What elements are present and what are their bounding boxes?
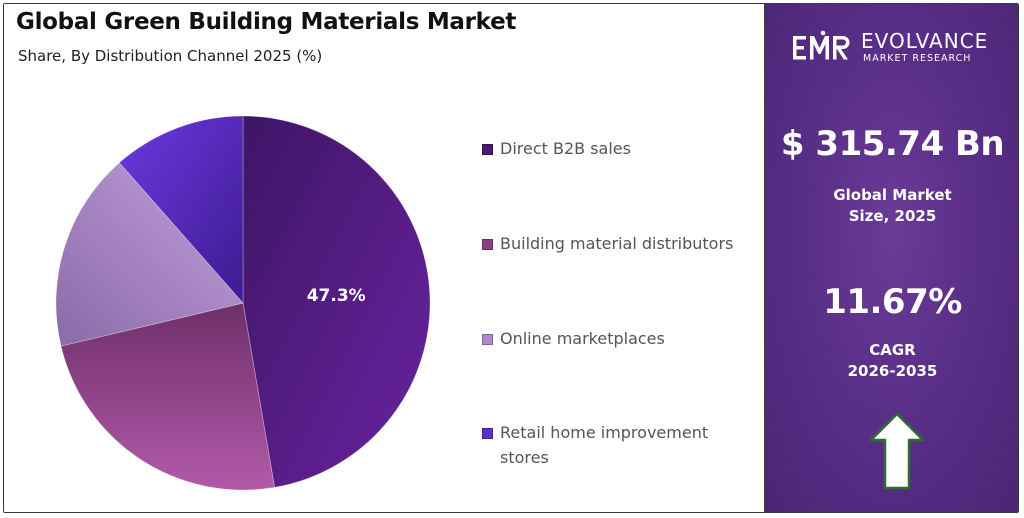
market-size-label-line1: Global Market [833, 186, 952, 204]
legend-swatch [482, 239, 493, 250]
legend-item-retail: Retail home improvement stores [482, 423, 735, 470]
legend-label: Direct B2B sales [500, 139, 631, 158]
pie-slice-direct-b2b [242, 115, 431, 488]
pie-slice-online [55, 162, 244, 347]
emr-logo-icon [793, 30, 850, 60]
legend-item-direct-b2b: Direct B2B sales [482, 139, 735, 161]
brand-logo: EVOLVANCE MARKET RESEARCH [791, 28, 1006, 72]
chart-title: Global Green Building Materials Market [16, 9, 517, 35]
brand-name: EVOLVANCE [861, 29, 989, 53]
legend-swatch [482, 334, 493, 345]
legend-swatch [482, 428, 493, 439]
legend-label: Online marketplaces [500, 329, 665, 348]
pie-slice-distributors [60, 302, 276, 491]
legend-label: Building material distributors [500, 234, 734, 253]
pie-data-label: 47.3% [307, 286, 366, 306]
market-size-label: Global Market Size, 2025 [765, 185, 1018, 227]
brand-tagline: MARKET RESEARCH [863, 53, 972, 64]
market-size-label-line2: Size, 2025 [848, 207, 937, 225]
legend-label: Retail home improvement stores [500, 423, 709, 467]
infographic-frame: Global Green Building Materials Market S… [3, 3, 1019, 513]
legend-item-distributors: Building material distributors [482, 234, 735, 256]
market-size-value: $ 315.74 Bn [780, 124, 1005, 164]
pie-chart: 47.3% [55, 115, 431, 491]
chart-panel: Global Green Building Materials Market S… [4, 4, 764, 512]
legend-item-online: Online marketplaces [482, 329, 735, 351]
up-arrow-icon [869, 412, 925, 490]
pie-slice-retail [118, 115, 244, 305]
legend-swatch [482, 144, 493, 155]
cagr-label: CAGR 2026-2035 [765, 340, 1018, 382]
pie-slices [55, 115, 431, 491]
pie-data-labels: 47.3% [307, 286, 366, 306]
chart-subtitle: Share, By Distribution Channel 2025 (%) [18, 47, 323, 65]
summary-panel: EVOLVANCE MARKET RESEARCH $ 315.74 Bn Gl… [764, 4, 1018, 512]
cagr-period: 2026-2035 [847, 362, 938, 380]
cagr-label-line1: CAGR [869, 341, 916, 359]
chart-legend: Direct B2B sales Building material distr… [482, 4, 752, 512]
cagr-value: 11.67% [823, 282, 962, 322]
